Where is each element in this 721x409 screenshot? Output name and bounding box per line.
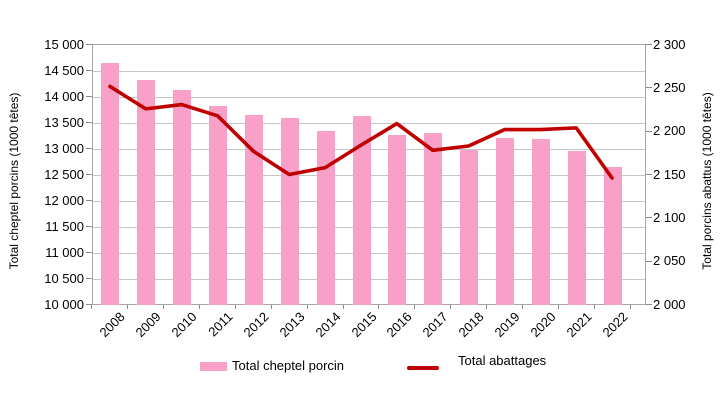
right-axis-tick-label: 2 000	[653, 296, 686, 312]
left-axis-tick	[86, 70, 92, 71]
right-axis-tick-label: 2 150	[653, 166, 686, 182]
x-axis-tick	[306, 305, 308, 309]
left-axis-tick-label: 11 000	[45, 244, 84, 260]
right-axis-tick-label: 2 300	[653, 36, 686, 52]
bar-2008	[101, 62, 119, 305]
left-axis-tick-label: 14 500	[44, 62, 84, 78]
bar-2015	[352, 115, 371, 305]
bar-2020	[532, 138, 551, 305]
bar-2019	[496, 137, 515, 305]
gridline	[93, 71, 645, 72]
right-axis-tick	[646, 217, 652, 219]
legend-line-swatch	[407, 366, 439, 370]
left-axis-tick	[86, 252, 92, 253]
left-axis-tick-label: 15 000	[44, 36, 84, 52]
bar-2010	[172, 89, 191, 305]
bar-2012	[244, 114, 263, 305]
x-axis-tick	[378, 305, 380, 309]
left-axis-tick-label: 14 000	[44, 88, 84, 104]
x-axis-tick	[522, 305, 524, 309]
x-axis-tick	[558, 305, 560, 309]
left-axis-tick	[86, 278, 92, 279]
left-axis-tick	[86, 200, 92, 201]
left-axis-tick	[86, 304, 92, 305]
right-axis-tick	[646, 260, 652, 262]
right-axis-tick	[646, 174, 652, 175]
left-axis-tick-label: 12 500	[44, 166, 84, 182]
abattages-line	[108, 84, 614, 180]
left-axis-tick-label: 10 500	[44, 270, 84, 286]
left-axis-title: Total cheptel porcins (1000 têtes)	[7, 92, 21, 270]
left-axis-tick-label: 10 000	[44, 296, 84, 312]
left-axis-tick-label: 12 000	[44, 192, 84, 208]
right-axis-tick	[646, 304, 652, 305]
x-axis-tick	[270, 305, 272, 309]
bar-2009	[136, 79, 155, 305]
x-axis-tick	[414, 305, 416, 309]
left-axis-tick	[86, 44, 92, 45]
right-axis-tick-label: 2 050	[653, 253, 686, 269]
bar-2013	[280, 118, 299, 305]
x-axis-tick	[91, 305, 92, 309]
legend-bar-label: Total cheptel porcin	[232, 358, 345, 373]
line-series-total-abattages	[108, 84, 614, 180]
gridline	[93, 97, 645, 98]
left-axis-tick-label: 11 500	[45, 218, 84, 234]
right-axis-tick-label: 2 200	[653, 123, 686, 139]
x-axis-tick	[629, 305, 631, 309]
bar-2011	[208, 105, 227, 305]
bar-2021	[568, 150, 587, 305]
x-axis-tick	[450, 305, 452, 309]
left-axis-tick	[86, 122, 92, 123]
x-axis-tick	[594, 305, 595, 309]
bar-2014	[316, 130, 335, 305]
x-axis-tick	[126, 305, 128, 309]
right-axis-tick	[646, 87, 652, 89]
plot-area	[92, 44, 646, 305]
right-axis-tick	[646, 44, 652, 45]
left-axis-tick	[86, 148, 92, 149]
legend-line-label: Total abattages	[458, 353, 547, 368]
left-axis-tick-label: 13 500	[44, 114, 84, 130]
left-axis-tick-label: 13 000	[44, 140, 84, 156]
x-axis-tick	[198, 305, 200, 309]
bar-2016	[388, 135, 407, 305]
x-axis-tick	[342, 305, 344, 309]
x-axis-tick	[486, 305, 488, 309]
bar-2022	[604, 167, 622, 305]
x-axis-tick	[234, 305, 236, 309]
right-axis-tick	[646, 130, 652, 132]
left-axis-tick	[86, 226, 92, 227]
right-axis-tick-label: 2 250	[653, 79, 686, 95]
x-axis-tick	[162, 305, 164, 309]
right-axis-tick-label: 2 100	[653, 209, 686, 225]
bar-2017	[424, 133, 443, 305]
bar-2018	[460, 150, 479, 305]
left-axis-tick	[86, 96, 92, 97]
legend-bar-swatch	[200, 362, 227, 371]
left-axis-tick	[86, 174, 92, 175]
